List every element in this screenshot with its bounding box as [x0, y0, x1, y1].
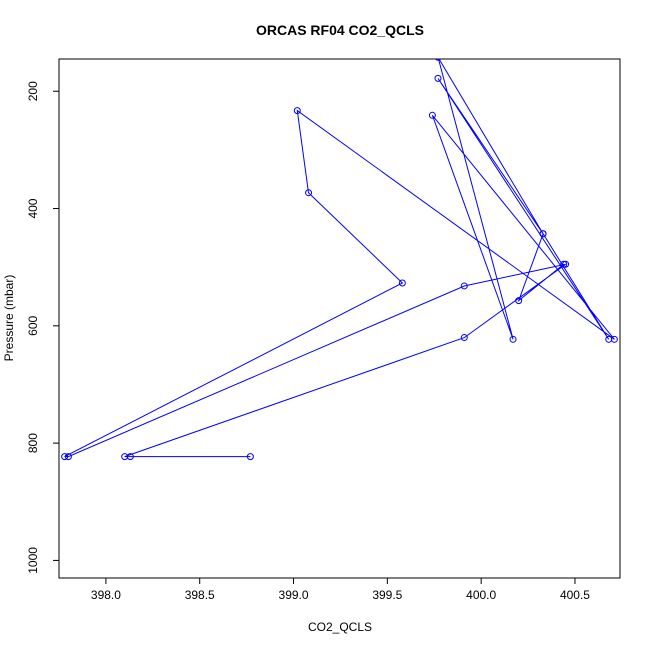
data-point	[509, 335, 517, 343]
data-point	[515, 297, 523, 305]
data-point	[428, 111, 436, 119]
data-point	[121, 453, 129, 461]
y-axis-label: Pressure (mbar)	[2, 275, 16, 362]
data-point	[398, 279, 406, 287]
data-point	[460, 334, 468, 342]
data-point	[61, 453, 69, 461]
x-tick-label: 400.0	[466, 588, 496, 602]
plot-frame	[58, 58, 621, 579]
x-tick-label: 399.5	[372, 588, 402, 602]
x-tick-label: 398.0	[91, 588, 121, 602]
x-axis: 398.0 398.5 399.0 399.5 400.0 400.5	[91, 578, 590, 602]
series-line	[64, 59, 615, 458]
data-point	[305, 189, 313, 197]
data-point	[562, 260, 570, 268]
x-tick-label: 398.5	[185, 588, 215, 602]
y-tick-label: 200	[26, 81, 40, 101]
data-point	[560, 260, 568, 268]
data-point	[460, 282, 468, 290]
y-axis: 200 400 600 800 1000	[26, 81, 59, 574]
data-point	[434, 59, 442, 61]
data-point	[246, 453, 254, 461]
data-point	[539, 230, 547, 238]
data-point	[605, 335, 613, 343]
y-tick-label: 600	[26, 315, 40, 335]
x-axis-label: CO2_QCLS	[308, 620, 372, 634]
data-point	[434, 74, 442, 82]
data-point	[64, 453, 72, 461]
plot-area	[61, 59, 618, 461]
x-tick-label: 400.5	[560, 588, 590, 602]
y-tick-label: 400	[26, 198, 40, 218]
chart-title: ORCAS RF04 CO2_QCLS	[256, 22, 424, 38]
x-tick-label: 399.0	[279, 588, 309, 602]
data-point	[293, 107, 301, 115]
y-tick-label: 800	[26, 433, 40, 453]
y-tick-label: 1000	[26, 547, 40, 574]
